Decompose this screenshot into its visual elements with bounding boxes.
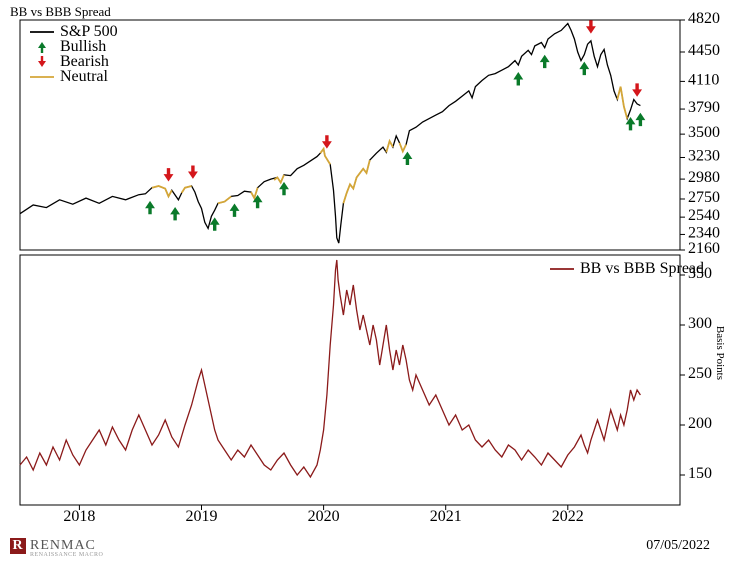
bullish-arrow-icon bbox=[627, 118, 635, 130]
y1-tick-label: 2340 bbox=[688, 224, 720, 241]
bullish-arrow-icon bbox=[280, 183, 288, 195]
bullish-arrow-icon bbox=[514, 73, 522, 85]
bullish-arrow-icon bbox=[636, 114, 644, 126]
neutral-segment bbox=[274, 175, 284, 183]
bullish-arrow-icon bbox=[146, 202, 154, 214]
y2-tick-label: 200 bbox=[688, 415, 712, 432]
y1-tick-label: 4820 bbox=[688, 10, 720, 27]
y1-tick-label: 2750 bbox=[688, 189, 720, 206]
y1-tick-label: 4450 bbox=[688, 42, 720, 59]
legend-label: Neutral bbox=[60, 68, 109, 85]
y2-tick-label: 300 bbox=[688, 315, 712, 332]
bottom-panel-border bbox=[20, 255, 680, 505]
y1-tick-label: 2980 bbox=[688, 169, 720, 186]
brand-logo: RRENMAC RENAISSANCE MACRO bbox=[10, 538, 103, 558]
x-tick-label: 2022 bbox=[552, 508, 584, 525]
y1-tick-label: 3790 bbox=[688, 99, 720, 116]
y2-tick-label: 150 bbox=[688, 465, 712, 482]
dual-panel-chart: 2018 2019 2020 2021 2022 2160234025402750 2980… bbox=[0, 0, 730, 530]
bearish-arrow-icon bbox=[165, 169, 173, 181]
bearish-arrow-icon bbox=[587, 21, 595, 33]
bearish-arrow-icon bbox=[633, 84, 641, 96]
y1-tick-label: 2540 bbox=[688, 207, 720, 224]
bullish-arrow-icon bbox=[231, 204, 239, 216]
neutral-segment bbox=[617, 87, 627, 119]
legend-label: BB vs BBB Spread bbox=[580, 260, 704, 277]
neutral-segment bbox=[182, 186, 192, 193]
x-tick-label: 2021 bbox=[430, 508, 462, 525]
y1-tick-label: 2160 bbox=[688, 240, 720, 257]
x-tick-label: 2020 bbox=[308, 508, 340, 525]
y2-tick-label: 250 bbox=[688, 365, 712, 382]
y2-axis-label: Basis Points bbox=[714, 326, 726, 380]
sp500-line bbox=[20, 24, 640, 244]
x-tick-label: 2018 bbox=[63, 508, 95, 525]
bullish-arrow-icon bbox=[211, 218, 219, 230]
legend-arrow-icon bbox=[38, 56, 46, 67]
footer-date: 07/05/2022 bbox=[646, 538, 710, 554]
top-panel-border bbox=[20, 20, 680, 250]
bearish-arrow-icon bbox=[323, 136, 331, 148]
neutral-segment bbox=[343, 160, 369, 203]
bullish-arrow-icon bbox=[171, 208, 179, 220]
neutral-segment bbox=[218, 196, 231, 203]
legend-arrow-icon bbox=[38, 42, 46, 53]
neutral-segment bbox=[386, 141, 393, 152]
neutral-segment bbox=[400, 143, 407, 152]
x-tick-label: 2019 bbox=[186, 508, 218, 525]
y1-tick-label: 3500 bbox=[688, 124, 720, 141]
bullish-arrow-icon bbox=[403, 153, 411, 165]
y1-tick-label: 3230 bbox=[688, 147, 720, 164]
bullish-arrow-icon bbox=[541, 56, 549, 68]
neutral-segment bbox=[152, 186, 172, 196]
spread-line bbox=[20, 260, 640, 477]
y1-tick-label: 4110 bbox=[688, 71, 719, 88]
bearish-arrow-icon bbox=[189, 166, 197, 178]
bullish-arrow-icon bbox=[580, 63, 588, 75]
neutral-segment bbox=[320, 149, 330, 165]
